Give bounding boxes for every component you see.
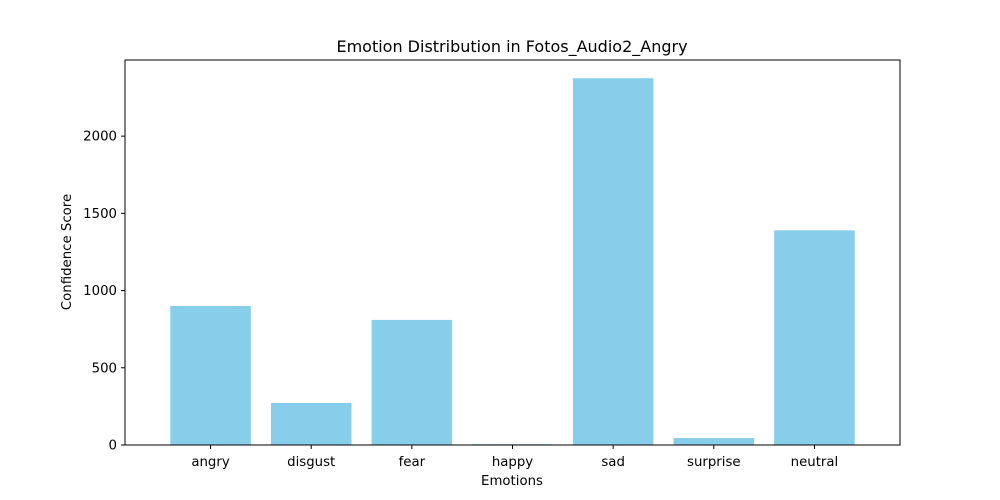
y-axis: 0 500 1000 1500 2000 (83, 130, 125, 454)
x-tick-label: fear (399, 455, 426, 470)
x-tick-label: disgust (287, 455, 335, 470)
y-tick-label: 500 (92, 361, 117, 376)
x-axis: angry disgust fear happy sad surprise neutral (191, 445, 838, 470)
x-tick-label: happy (492, 455, 533, 470)
bar-angry (170, 306, 251, 445)
x-tick-label: surprise (687, 455, 741, 470)
y-tick-label: 1000 (83, 284, 117, 299)
chart-title: Emotion Distribution in Fotos_Audio2_Ang… (336, 37, 687, 57)
bar-sad (572, 78, 654, 445)
bars-group (170, 78, 855, 445)
x-tick-label: sad (601, 455, 625, 470)
y-tick-label: 0 (109, 439, 117, 454)
bar-fear (371, 319, 453, 445)
bar-neutral (774, 230, 855, 445)
x-tick-label: neutral (791, 455, 839, 470)
bar-surprise (673, 438, 755, 445)
x-axis-label: Emotions (481, 474, 543, 489)
x-tick-label: angry (191, 455, 229, 470)
y-tick-label: 1500 (83, 207, 117, 222)
bar-disgust (270, 402, 352, 445)
y-axis-label: Confidence Score (60, 194, 75, 310)
y-tick-label: 2000 (83, 130, 117, 145)
